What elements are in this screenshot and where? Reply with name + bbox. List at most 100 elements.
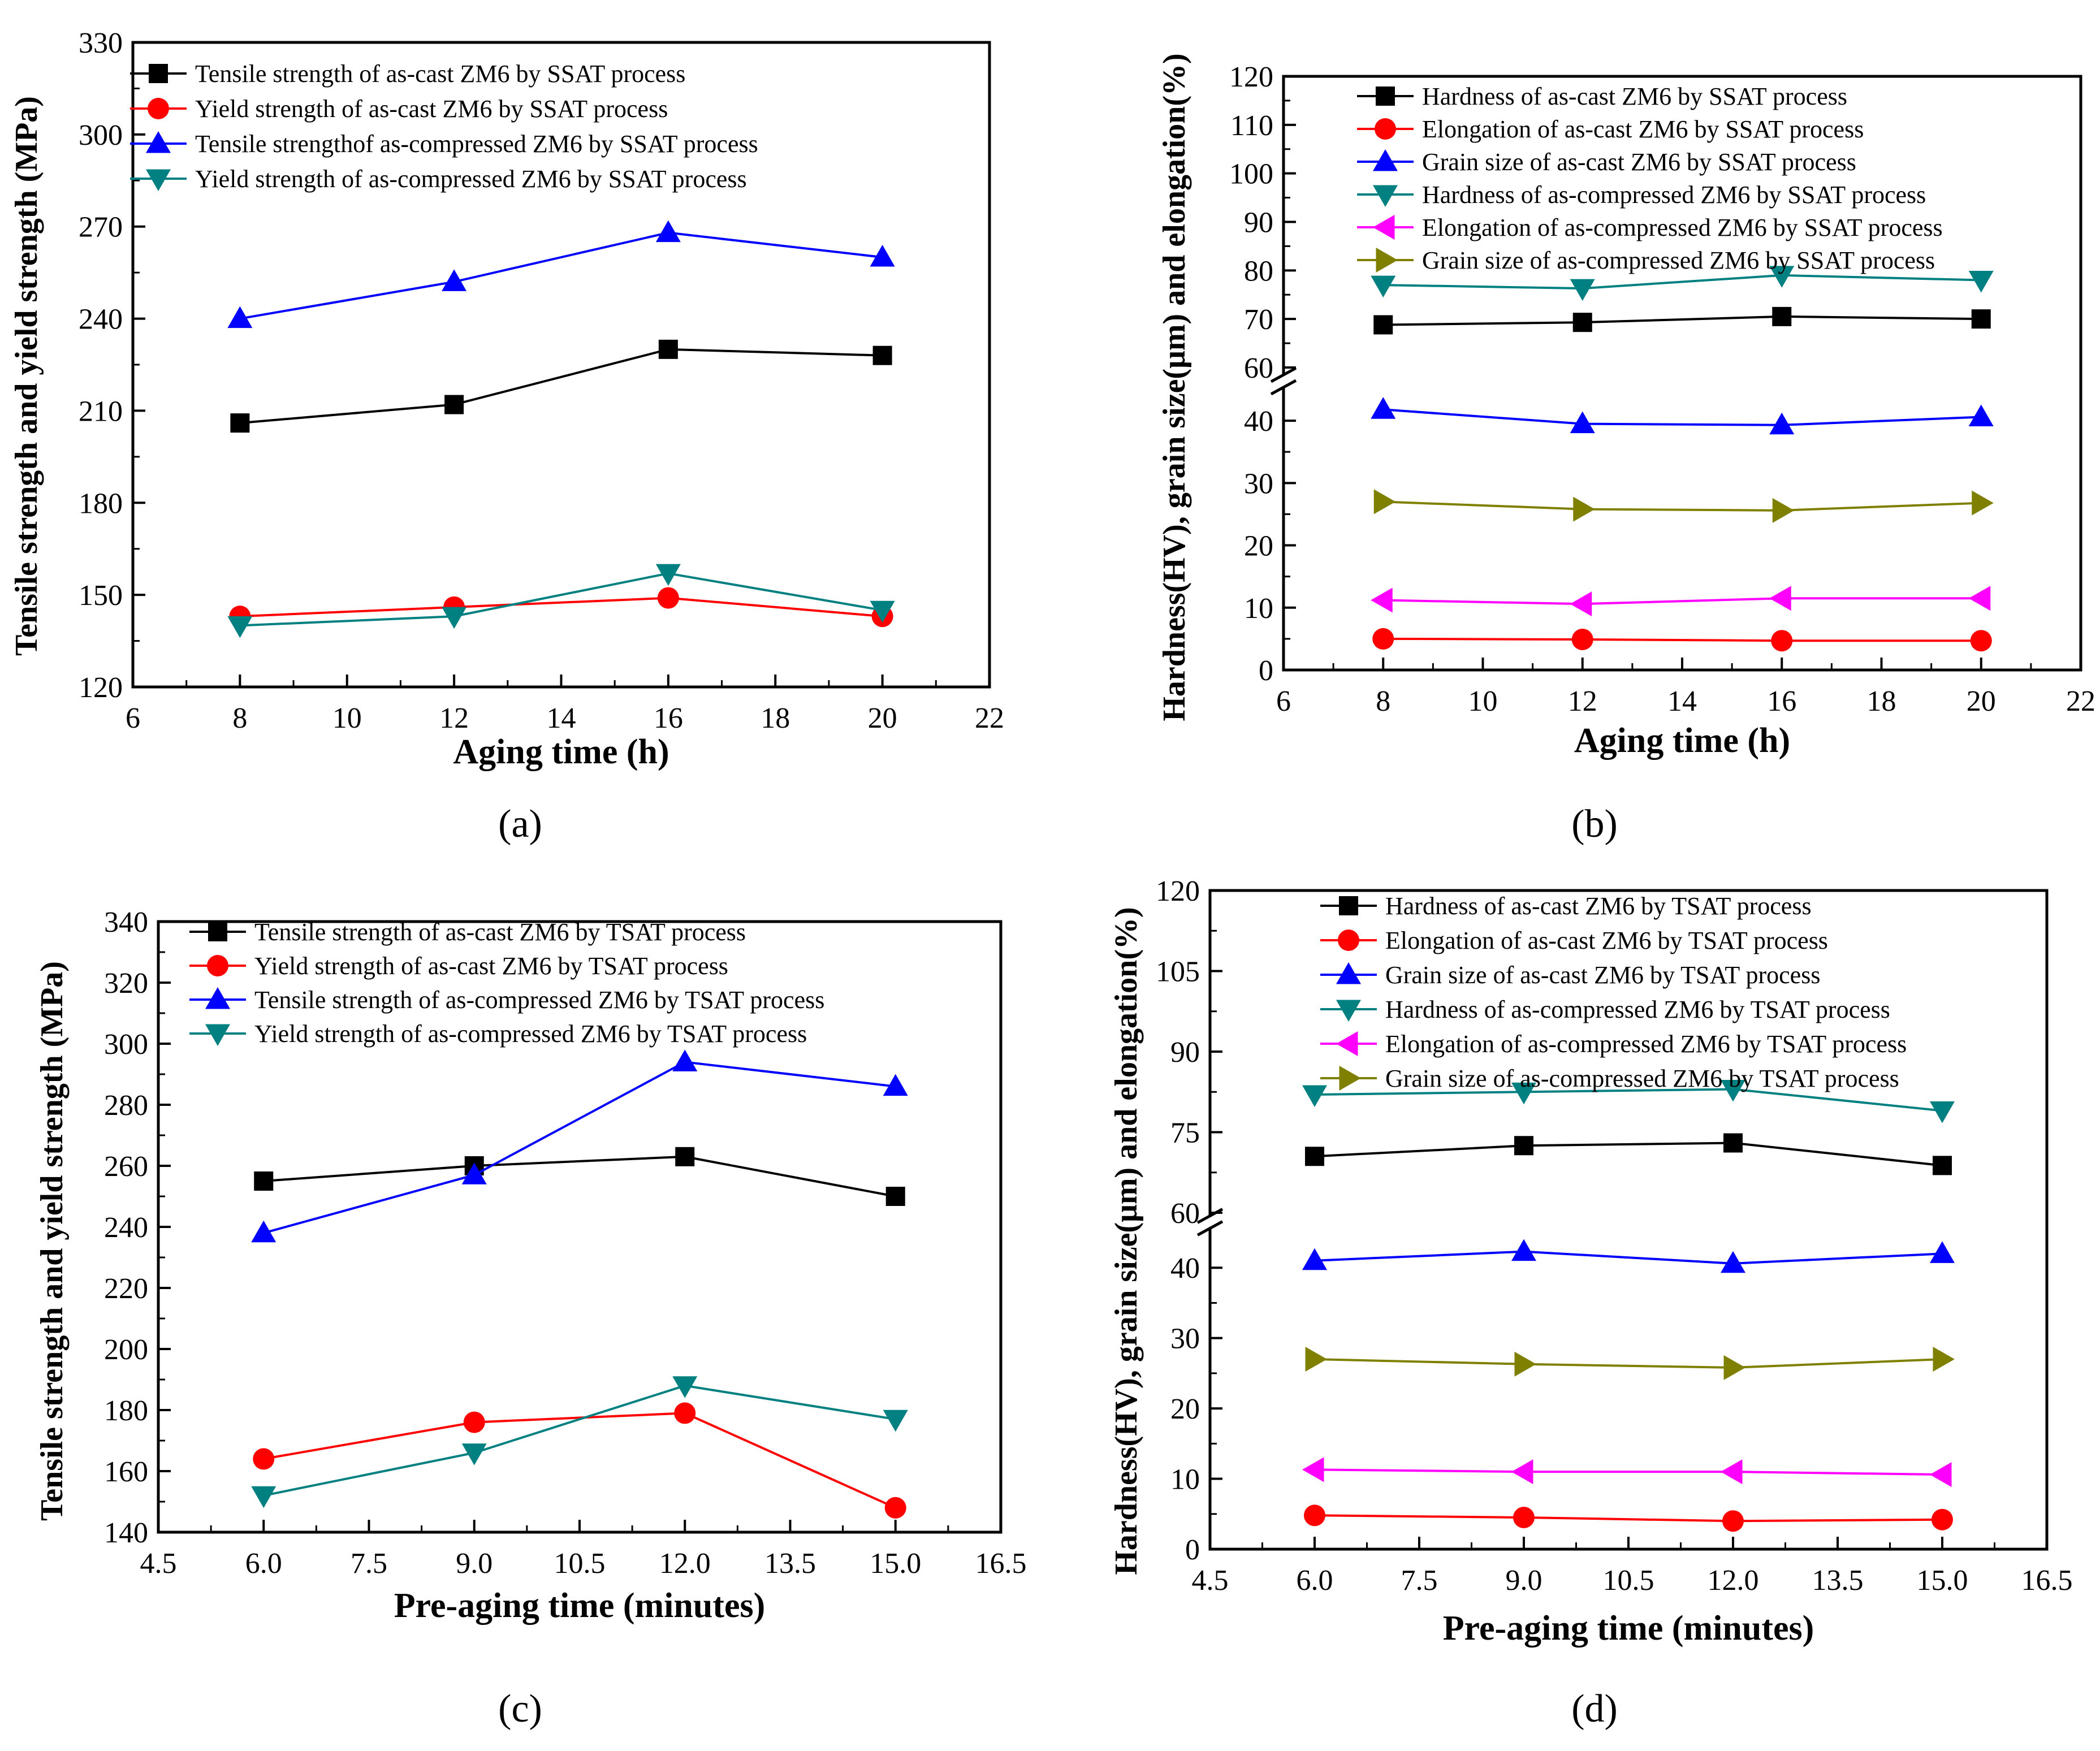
x-tick-label: 8 (1376, 685, 1390, 717)
legend-label: Hardness of as-compressed ZM6 by SSAT pr… (1422, 181, 1926, 209)
y-tick-label: 40 (1170, 1252, 1200, 1285)
legend-entry: Grain size of as-cast ZM6 by SSAT proces… (1357, 148, 1856, 176)
legend-label: Tensile strength of as-cast ZM6 by SSAT … (195, 60, 685, 88)
data-point (1514, 1351, 1536, 1377)
legend-entry: Yield strength of as-compressed ZM6 by S… (130, 165, 747, 193)
legend-marker (1339, 896, 1358, 915)
data-point (1769, 586, 1791, 611)
plot-frame (1208, 889, 2049, 1551)
x-tick-label: 18 (1867, 685, 1896, 717)
data-point (1514, 1136, 1533, 1156)
panel-label: (d) (1571, 1687, 1618, 1731)
data-point (1371, 275, 1396, 298)
legend-marker (1376, 248, 1398, 273)
legend-label: Elongation of as-cast ZM6 by SSAT proces… (1422, 115, 1864, 143)
x-tick-label: 12 (1568, 685, 1597, 717)
legend-marker (1373, 185, 1398, 207)
y-tick-label: 140 (104, 1517, 148, 1549)
legend-entry: Grain size of as-compressed ZM6 by SSAT … (1357, 247, 1935, 274)
y-tick-label: 10 (1170, 1464, 1200, 1496)
legend-marker (1373, 215, 1395, 240)
legend-marker (148, 98, 169, 119)
legend-marker (207, 955, 228, 976)
legend-entry: Tensile strength of as-cast ZM6 by TSAT … (189, 918, 746, 946)
y-tick-label: 75 (1170, 1117, 1200, 1149)
data-point (253, 1448, 275, 1470)
data-point (442, 269, 467, 291)
legend-entry: Elongation of as-cast ZM6 by TSAT proces… (1320, 927, 1828, 954)
y-tick-label: 100 (1229, 158, 1273, 191)
data-point (1971, 309, 1991, 329)
series-line-3 (263, 1061, 896, 1234)
legend-entry: Hardness of as-cast ZM6 by TSAT process (1320, 892, 1812, 920)
data-point (1571, 628, 1593, 650)
series-line-3 (1314, 1250, 1943, 1265)
y-tick-label: 60 (1244, 352, 1273, 384)
legend-entry: Hardness of as-cast ZM6 by SSAT process (1357, 83, 1847, 110)
x-tick-label: 6.0 (1297, 1564, 1333, 1597)
series-line-2 (240, 596, 883, 618)
data-point (1933, 1347, 1955, 1372)
chart-panel-4: 4.5 6.0 7.5 9.0 10.5 12.0 13.5 15.0 16.5 0 10 20 30 4… (1109, 875, 2073, 1731)
data-point (1932, 1508, 1953, 1530)
y-tick-label: 0 (1259, 655, 1273, 687)
data-point (1772, 306, 1792, 326)
series-line-4 (263, 1384, 896, 1497)
data-point (251, 1486, 276, 1508)
data-point (444, 395, 464, 414)
legend-entry: Elongation of as-compressed ZM6 by TSAT … (1320, 1030, 1907, 1058)
legend-label: Tensile strengthof as-compressed ZM6 by … (195, 130, 758, 158)
y-tick-label: 220 (104, 1273, 148, 1305)
x-tick-label: 16.5 (975, 1547, 1027, 1580)
data-point (1372, 628, 1394, 650)
legend-entry: Elongation of as-cast ZM6 by SSAT proces… (1357, 115, 1864, 143)
data-point (672, 1049, 698, 1071)
data-point (1572, 313, 1592, 332)
data-point (1972, 490, 1994, 516)
legend-entry: Yield strength of as-compressed ZM6 by T… (189, 1020, 807, 1048)
y-tick-label: 270 (79, 211, 123, 244)
data-point (227, 616, 253, 638)
x-axis-label: Pre-aging time (minutes) (1443, 1609, 1814, 1648)
legend-entry: Tensile strength of as-compressed ZM6 by… (189, 986, 824, 1014)
data-point (1373, 315, 1393, 335)
x-axis-label: Pre-aging time (minutes) (394, 1586, 766, 1625)
x-tick-label: 12.0 (659, 1547, 711, 1580)
data-point (657, 587, 679, 609)
data-point (1930, 1101, 1955, 1123)
y-tick-label: 40 (1244, 405, 1273, 438)
data-point (870, 600, 895, 623)
panel-label: (a) (498, 802, 542, 846)
y-tick-label: 60 (1170, 1197, 1200, 1230)
y-tick-label: 300 (104, 1028, 148, 1061)
y-tick-label: 30 (1170, 1323, 1200, 1355)
data-point (1723, 1133, 1743, 1153)
legend-label: Elongation of as-compressed ZM6 by SSAT … (1422, 214, 1943, 241)
x-tick-label: 8 (232, 702, 247, 734)
legend-marker (146, 169, 171, 191)
data-point (1570, 279, 1595, 301)
y-tick-label: 180 (79, 487, 123, 520)
legend-entry: Tensile strengthof as-compressed ZM6 by … (130, 130, 758, 158)
y-tick-label: 20 (1244, 530, 1273, 563)
data-point (1769, 412, 1795, 435)
legend-marker (1336, 1031, 1358, 1056)
data-point (658, 339, 678, 359)
data-point (870, 245, 895, 267)
y-axis-label: Tensile strength and yield strength (MPa… (9, 96, 44, 656)
x-tick-label: 12 (439, 702, 469, 734)
data-point (1930, 1462, 1952, 1488)
legend-label: Yield strength of as-cast ZM6 by SSAT pr… (195, 95, 668, 123)
data-point (672, 1376, 698, 1398)
legend-marker (1336, 1000, 1361, 1022)
legend-label: Grain size of as-cast ZM6 by SSAT proces… (1422, 148, 1856, 176)
y-tick-label: 320 (104, 967, 148, 1000)
data-point (1970, 630, 1992, 652)
y-tick-label: 0 (1185, 1534, 1200, 1566)
panel-label: (c) (498, 1687, 542, 1731)
y-tick-label: 120 (1156, 875, 1200, 907)
series-line-6 (1383, 500, 1981, 512)
x-tick-label: 10.5 (554, 1547, 606, 1580)
legend-marker (208, 922, 227, 941)
x-tick-label: 7.5 (351, 1547, 387, 1580)
